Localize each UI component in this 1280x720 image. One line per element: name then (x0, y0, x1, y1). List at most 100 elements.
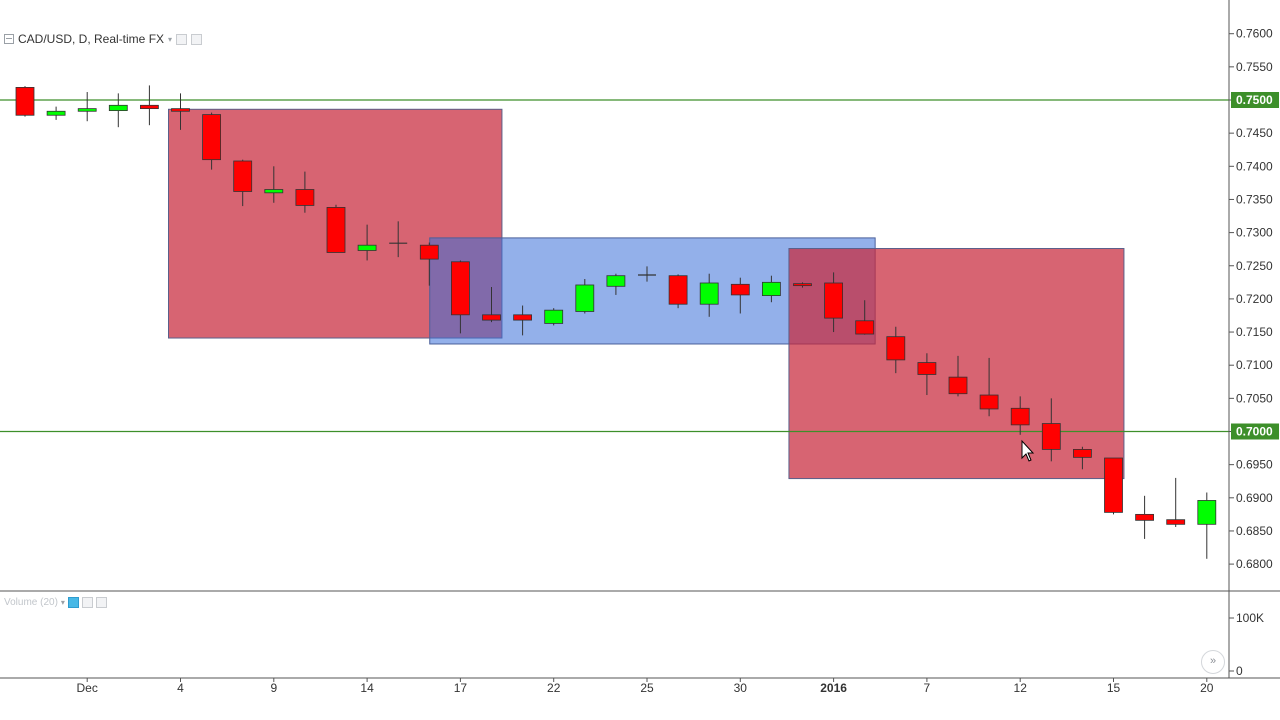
candle-down (1135, 495, 1154, 539)
x-tick-label: 14 (360, 681, 374, 695)
candle-body (979, 394, 999, 410)
candle-body (1197, 500, 1217, 525)
caret-down-icon[interactable]: ▾ (60, 598, 65, 607)
candle-body (1166, 519, 1186, 525)
candle-body (15, 87, 35, 116)
y-tick-label: 0.7000 (1236, 425, 1273, 439)
candle-down (139, 85, 159, 126)
candle-body (139, 104, 159, 110)
candle-body (1073, 449, 1092, 458)
eye-icon[interactable] (67, 597, 79, 608)
y-tick-label: 0.7150 (1236, 325, 1273, 339)
x-tick-label: 17 (454, 681, 468, 695)
candle-body (171, 108, 190, 112)
candle-body (793, 283, 812, 287)
y-tick-label: 0.6850 (1236, 524, 1273, 538)
candle-up (46, 106, 66, 120)
y-tick-label: 0.7400 (1236, 159, 1273, 173)
candle-up (1197, 492, 1217, 559)
candle-down (171, 93, 190, 130)
y-tick-label: 0.6950 (1236, 458, 1273, 472)
candle-down (1041, 398, 1061, 462)
y-tick-label: 0.7100 (1236, 358, 1273, 372)
candle-body (513, 314, 532, 321)
volume-legend[interactable]: Volume (20) ▾ (4, 597, 107, 608)
candle-body (544, 309, 564, 324)
candle-down (855, 300, 875, 335)
candle-body (295, 189, 315, 206)
candle-body (419, 244, 439, 260)
volume-title[interactable]: Volume (20) (4, 597, 58, 608)
candle-body (730, 283, 750, 296)
candle-down (948, 355, 968, 397)
candle-body (482, 314, 501, 321)
candle-body (762, 281, 781, 296)
x-tick-label: 22 (547, 681, 561, 695)
y-tick-label: 0.7550 (1236, 60, 1273, 74)
level-price-label-bg (1231, 423, 1279, 440)
level-lines (0, 99, 1229, 433)
scroll-to-realtime-button[interactable]: » (1201, 650, 1225, 674)
candle-body (77, 108, 97, 112)
candle-down (513, 305, 532, 336)
candle-down (1104, 457, 1123, 515)
candle-body (450, 261, 470, 316)
candle-body (1135, 513, 1154, 521)
symbol-title[interactable]: CAD/USD, D, Real-time FX (18, 32, 165, 46)
candle-down (450, 260, 470, 334)
candle-body (264, 189, 284, 194)
candle-up (77, 92, 97, 122)
settings-icon[interactable] (191, 33, 203, 45)
x-tick-label: 25 (640, 681, 654, 695)
candle-down (326, 204, 346, 253)
candle-body (917, 362, 937, 375)
y-tick-label: 0.7050 (1236, 391, 1273, 405)
chart-axes: 0.7600 0.7550 0.7500 0.7450 0.7400 0.7350 0.73… (0, 0, 1280, 695)
y-tick-label: 0.7600 (1236, 27, 1273, 41)
cursor-arrow-shape (1021, 439, 1035, 462)
candle-down (793, 282, 812, 288)
y-tick-label: 0.7250 (1236, 259, 1273, 273)
candle-up (357, 224, 377, 261)
x-tick-label: 15 (1107, 681, 1121, 695)
candle-body (824, 282, 843, 319)
visibility-icon[interactable] (176, 33, 188, 45)
level-price-label-bg (1231, 92, 1279, 108)
candle-up (575, 279, 595, 314)
y-tick-label: 0.7200 (1236, 292, 1273, 306)
candle-body (886, 336, 906, 361)
mouse-cursor-icon (1021, 439, 1035, 462)
candle-body (699, 282, 719, 305)
bearish-zone-box (788, 248, 1125, 480)
candle-down (1010, 396, 1030, 435)
candle-body (948, 376, 968, 395)
caret-down-icon[interactable]: ▾ (168, 34, 173, 44)
x-tick-label: 30 (734, 681, 748, 695)
candle-up (264, 166, 284, 203)
candle-down (202, 112, 222, 170)
candle-body (575, 284, 595, 312)
candlestick-series (15, 85, 1217, 559)
x-tick-label: 7 (924, 681, 931, 695)
close-icon[interactable] (95, 597, 107, 608)
candle-down (419, 242, 439, 286)
candle-body (1041, 423, 1061, 450)
settings-icon[interactable] (81, 597, 93, 608)
candle-body (108, 104, 128, 112)
y-tick-label: 0.6800 (1236, 557, 1273, 571)
candle-body (668, 275, 688, 305)
candle-up (606, 273, 626, 295)
candle-down (730, 277, 750, 314)
candle-down (15, 86, 35, 117)
candle-down (1073, 446, 1092, 470)
candle-up (544, 308, 564, 326)
y-tick-label: 0.7350 (1236, 192, 1273, 206)
chart-legend[interactable]: CAD/USD, D, Real-time FX ▾ (4, 31, 203, 47)
y-tick-label: 0.7300 (1236, 226, 1273, 240)
volume-tick-label: 100K (1236, 611, 1264, 625)
candle-down (1166, 477, 1186, 527)
y-tick-label: 0.7450 (1236, 126, 1273, 140)
collapse-icon[interactable] (4, 34, 14, 44)
candle-up (699, 273, 719, 317)
